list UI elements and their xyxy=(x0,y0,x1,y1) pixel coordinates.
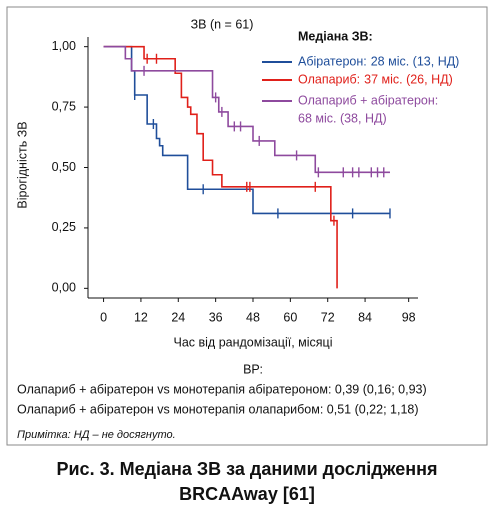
survival-curve xyxy=(103,45,338,289)
frame xyxy=(6,6,488,446)
note-line: Олапариб + абіратерон vs монотерапія ола… xyxy=(17,402,419,416)
x-axis-label: Час від рандомізації, місяці xyxy=(174,335,333,349)
x-tick-label: 98 xyxy=(402,310,416,324)
legend-label: Олапариб + абіратерон: xyxy=(298,93,438,107)
notes-title: ВР: xyxy=(243,362,263,376)
y-tick-label: 0,75 xyxy=(52,99,76,113)
chart-title: ЗВ (n = 61) xyxy=(191,17,254,31)
survival-curve xyxy=(103,45,390,174)
x-tick-label: 24 xyxy=(171,310,185,324)
legend-median: 68 міс. (38, НД) xyxy=(298,111,387,125)
y-axis-label: Вірогідність ЗВ xyxy=(15,121,29,208)
x-tick-label: 84 xyxy=(358,310,372,324)
legend-median: 28 міс. (13, НД) xyxy=(371,54,460,68)
note-line: Олапариб + абіратерон vs монотерапія абі… xyxy=(17,382,427,396)
footnote: Примітка: НД – не досягнуто. xyxy=(17,429,176,441)
y-tick-label: 1,00 xyxy=(52,39,76,53)
caption: Рис. 3. Медіана ЗВ за даними дослідження xyxy=(56,459,437,479)
x-tick-label: 60 xyxy=(283,310,297,324)
x-tick-label: 0 xyxy=(100,310,107,324)
y-tick-label: 0,50 xyxy=(52,160,76,174)
caption: BRCAAway [61] xyxy=(179,484,315,504)
x-tick-label: 36 xyxy=(209,310,223,324)
y-tick-label: 0,25 xyxy=(52,220,76,234)
legend-label: Олапариб: xyxy=(298,72,360,86)
x-tick-label: 12 xyxy=(134,310,148,324)
legend-label: Абіратерон: xyxy=(298,54,367,68)
legend-title: Медіана ЗВ: xyxy=(298,29,373,43)
x-tick-label: 72 xyxy=(321,310,335,324)
x-tick-label: 48 xyxy=(246,310,260,324)
y-tick-label: 0,00 xyxy=(52,281,76,295)
legend-median: 37 міс. (26, НД) xyxy=(364,72,453,86)
